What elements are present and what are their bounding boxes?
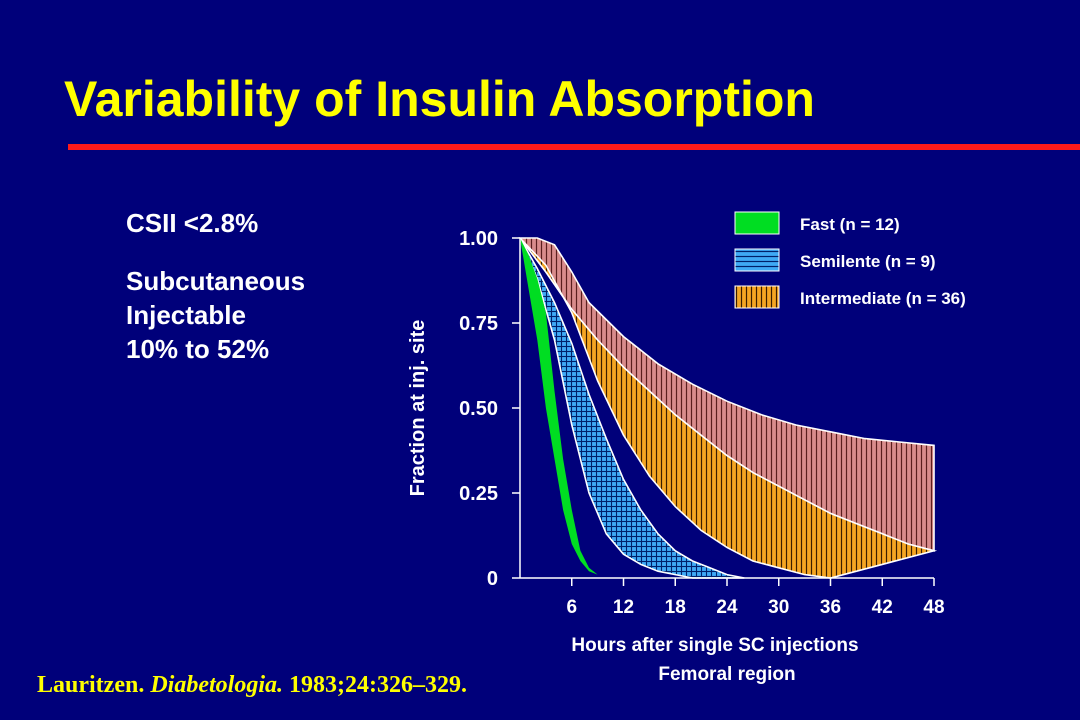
x-axis-label: Hours after single SC injections xyxy=(571,635,858,656)
range-label: 10% to 52% xyxy=(126,334,270,364)
series-areas xyxy=(518,237,938,579)
y-tick-label: 1.00 xyxy=(459,228,498,250)
chart-axes: 0 0.25 0.50 0.75 1.00 6 12 18 24 30 36 42 48 xyxy=(459,228,945,618)
legend: Fast (n = 12) Semilente (n = 9) Intermedia… xyxy=(734,211,966,309)
y-tick-label: 0.75 xyxy=(459,313,498,335)
area-fast xyxy=(520,238,598,575)
citation-journal: Diabetologia. xyxy=(150,672,283,698)
x-tick-label: 6 xyxy=(566,597,577,618)
y-tick-label: 0 xyxy=(487,568,498,590)
legend-swatch-semilente xyxy=(734,248,780,272)
legend-label-fast: Fast (n = 12) xyxy=(800,215,900,234)
injectable-label: Injectable xyxy=(126,300,246,330)
x-tick-label: 42 xyxy=(872,597,893,618)
page-title: Variability of Insulin Absorption xyxy=(64,71,815,127)
legend-swatch-intermediate xyxy=(734,285,780,309)
citation-ref: 1983;24:326–329. xyxy=(288,672,467,698)
legend-label-intermediate: Intermediate (n = 36) xyxy=(800,289,966,308)
y-tick-label: 0.25 xyxy=(459,483,498,505)
x-ticks: 6 12 18 24 30 36 42 48 xyxy=(566,578,945,618)
y-ticks: 0 0.25 0.50 0.75 1.00 xyxy=(459,228,520,590)
area-semilente xyxy=(519,237,745,579)
citation: Lauritzen. Diabetologia. 1983;24:326–329… xyxy=(37,672,467,699)
subcutaneous-label: Subcutaneous xyxy=(126,266,306,296)
y-tick-label: 0.50 xyxy=(459,398,498,420)
area-intermediate xyxy=(519,237,938,579)
x-tick-label: 48 xyxy=(923,597,944,618)
csii-label: CSII <2.8% xyxy=(126,208,259,238)
citation-author: Lauritzen. xyxy=(37,672,145,698)
title-underline xyxy=(68,144,1080,150)
x-tick-label: 30 xyxy=(768,597,789,618)
x-tick-label: 18 xyxy=(665,597,686,618)
x-tick-label: 24 xyxy=(716,597,738,618)
legend-swatch-fast xyxy=(734,211,780,235)
y-axis-label: Fraction at inj. site xyxy=(407,320,429,497)
x-axis-sublabel: Femoral region xyxy=(658,664,795,685)
x-tick-label: 36 xyxy=(820,597,841,618)
legend-label-semilente: Semilente (n = 9) xyxy=(800,252,936,271)
x-tick-label: 12 xyxy=(613,597,634,618)
